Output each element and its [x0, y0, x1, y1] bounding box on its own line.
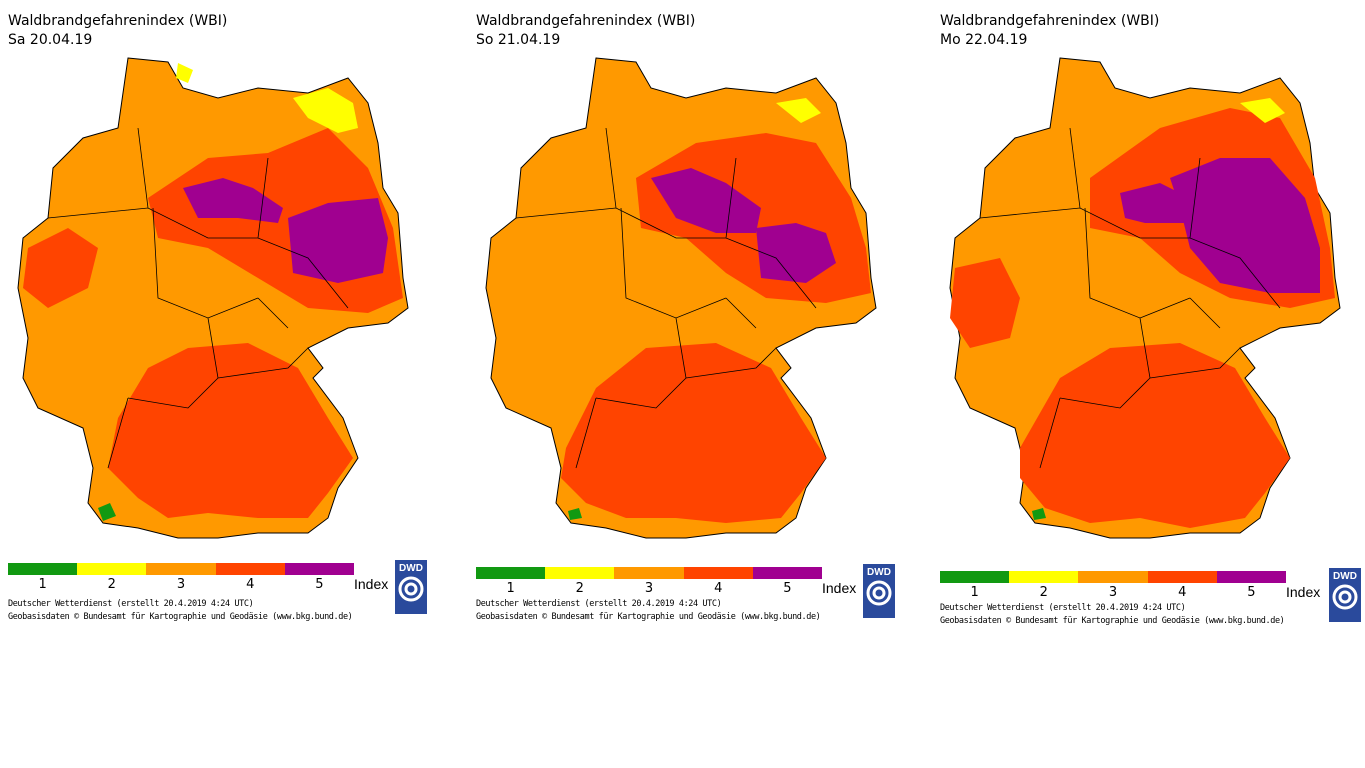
- credits-line-2: Geobasisdaten © Bundesamt für Kartograph…: [8, 612, 353, 622]
- level-4-region-west: [950, 258, 1020, 348]
- legend-swatch-2: [77, 563, 147, 575]
- legend-swatch-2: [545, 567, 615, 579]
- level-5-region-east: [1170, 158, 1320, 293]
- legend-swatch-5: [1216, 571, 1287, 583]
- color-legend: [8, 563, 355, 575]
- color-legend: [940, 571, 1287, 583]
- level-5-region-east: [288, 198, 388, 283]
- map-title: Waldbrandgefahrenindex (WBI): [8, 13, 228, 29]
- legend-index-label: Index: [1286, 584, 1321, 600]
- germany-fire-index-map: [17, 57, 409, 539]
- credits: Deutscher Wetterdienst (erstellt 20.4.20…: [8, 598, 353, 624]
- level-1-region-southwest: [568, 508, 582, 520]
- legend-label-3: 3: [644, 581, 654, 596]
- legend-label-3: 3: [176, 577, 186, 592]
- dwd-logo-text: DWD: [867, 567, 891, 578]
- dwd-logo-text: DWD: [399, 563, 423, 574]
- level-2-region-north: [1240, 98, 1285, 123]
- legend-label-4: 4: [1178, 585, 1187, 600]
- legend-swatch-3: [614, 567, 684, 579]
- level-2-region-north: [776, 98, 821, 123]
- legend-label-1: 1: [970, 585, 979, 600]
- level-4-region-south: [561, 343, 826, 523]
- germany-fire-index-map: [949, 57, 1341, 539]
- level-4-region-south: [108, 343, 353, 518]
- legend-label-5: 5: [1247, 585, 1256, 600]
- credits-line-1: Deutscher Wetterdienst (erstellt 20.4.20…: [8, 599, 254, 609]
- legend-labels: 1 2 3 4 5: [940, 585, 1286, 600]
- legend-label-2: 2: [575, 581, 584, 596]
- level-5-region-central: [651, 168, 761, 233]
- legend-swatch-4: [215, 563, 285, 575]
- dwd-swirl-icon: [398, 576, 424, 602]
- legend-swatch-3: [146, 563, 216, 575]
- legend-label-4: 4: [714, 581, 723, 596]
- level-1-region-southwest: [1032, 508, 1046, 520]
- level-5-region-central: [1120, 183, 1190, 223]
- legend-swatch-4: [1147, 571, 1217, 583]
- legend-label-3: 3: [1108, 585, 1118, 600]
- legend-swatch-3: [1078, 571, 1148, 583]
- map-date: Mo 22.04.19: [940, 32, 1028, 48]
- level-2-region-coast: [293, 88, 358, 133]
- germany-fire-index-map: [485, 57, 877, 539]
- state-borders: [47, 127, 349, 469]
- level-4-region-west: [23, 228, 98, 308]
- wbi-map-panel-1: Waldbrandgefahrenindex (WBI) Sa 20.04.19…: [8, 0, 463, 640]
- legend-swatch-1: [476, 567, 546, 579]
- dwd-logo: DWD: [1329, 568, 1361, 622]
- wbi-map-panel-2: Waldbrandgefahrenindex (WBI) So 21.04.19…: [476, 0, 931, 640]
- dwd-logo: DWD: [395, 560, 427, 614]
- map-title: Waldbrandgefahrenindex (WBI): [476, 13, 696, 29]
- level-5-region-east: [756, 223, 836, 283]
- level-4-region-south: [1020, 343, 1290, 528]
- legend-label-1: 1: [38, 577, 47, 592]
- state-borders: [515, 127, 817, 469]
- credits-line-1: Deutscher Wetterdienst (erstellt 20.4.20…: [940, 603, 1186, 613]
- legend-swatch-5: [284, 563, 355, 575]
- map-title: Waldbrandgefahrenindex (WBI): [940, 13, 1160, 29]
- state-borders: [979, 127, 1281, 469]
- legend-label-5: 5: [315, 577, 324, 592]
- level-1-region-southwest: [98, 503, 116, 521]
- dwd-logo: DWD: [863, 564, 895, 618]
- color-legend: [476, 567, 823, 579]
- legend-swatch-4: [683, 567, 753, 579]
- credits-line-2: Geobasisdaten © Bundesamt für Kartograph…: [940, 616, 1285, 626]
- credits-line-1: Deutscher Wetterdienst (erstellt 20.4.20…: [476, 599, 722, 609]
- level-5-region-central: [183, 178, 283, 223]
- legend-label-4: 4: [246, 577, 255, 592]
- dwd-swirl-icon: [1332, 584, 1358, 610]
- credits-line-2: Geobasisdaten © Bundesamt für Kartograph…: [476, 612, 821, 622]
- map-date: Sa 20.04.19: [8, 32, 93, 48]
- credits: Deutscher Wetterdienst (erstellt 20.4.20…: [476, 598, 821, 624]
- legend-swatch-2: [1009, 571, 1079, 583]
- map-date: So 21.04.19: [476, 32, 561, 48]
- legend-labels: 1 2 3 4 5: [8, 577, 354, 592]
- legend-swatch-5: [752, 567, 823, 579]
- legend-label-1: 1: [506, 581, 515, 596]
- legend-index-label: Index: [822, 580, 857, 596]
- credits: Deutscher Wetterdienst (erstellt 20.4.20…: [940, 602, 1285, 628]
- legend-swatch-1: [940, 571, 1010, 583]
- legend-label-2: 2: [1039, 585, 1048, 600]
- legend-index-label: Index: [354, 576, 389, 592]
- dwd-logo-text: DWD: [1333, 571, 1357, 582]
- legend-label-5: 5: [783, 581, 792, 596]
- legend-swatch-1: [8, 563, 78, 575]
- dwd-swirl-icon: [866, 580, 892, 606]
- level-2-region-north: [176, 63, 193, 83]
- legend-label-2: 2: [107, 577, 116, 592]
- legend-labels: 1 2 3 4 5: [476, 581, 822, 596]
- wbi-map-panel-3: Waldbrandgefahrenindex (WBI) Mo 22.04.19…: [940, 0, 1365, 640]
